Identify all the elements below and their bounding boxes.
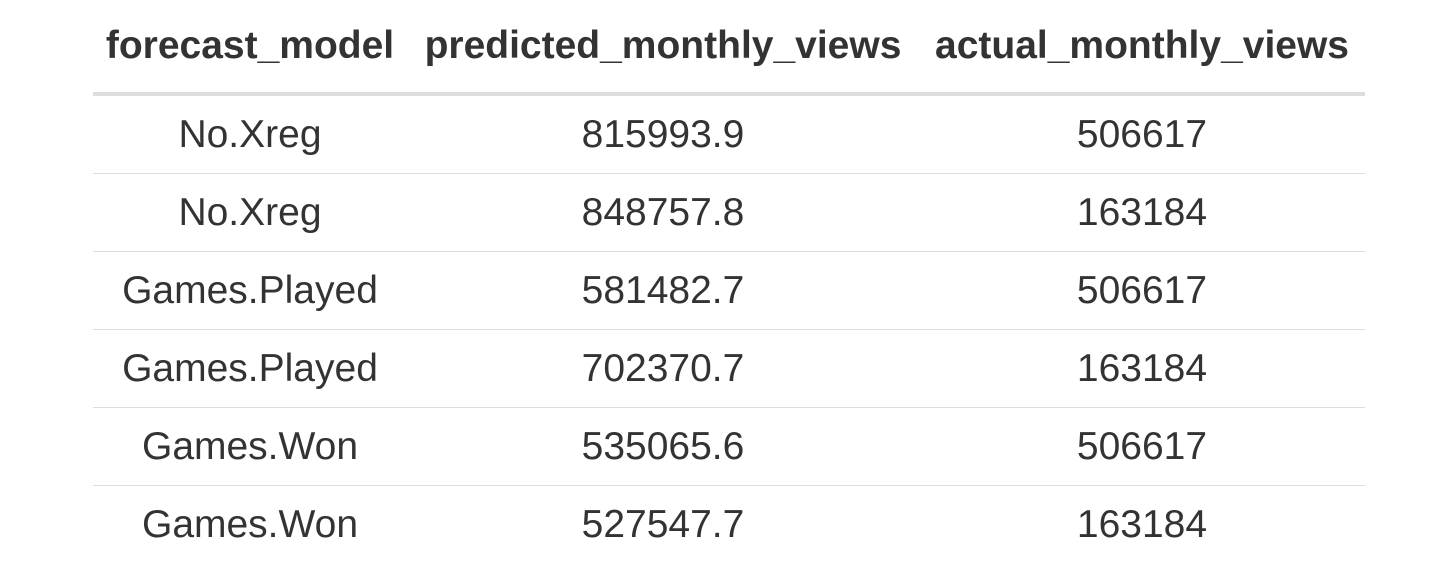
cell-predicted-monthly-views: 535065.6 (407, 408, 919, 486)
cell-predicted-monthly-views: 527547.7 (407, 486, 919, 563)
cell-actual-monthly-views: 506617 (919, 94, 1365, 174)
cell-forecast-model: No.Xreg (93, 174, 407, 252)
table-header: forecast_model predicted_monthly_views a… (93, 0, 1365, 94)
table-row: Games.Played 702370.7 163184 (93, 330, 1365, 408)
table-row: Games.Won 535065.6 506617 (93, 408, 1365, 486)
column-header-predicted-monthly-views: predicted_monthly_views (407, 0, 919, 94)
cell-actual-monthly-views: 163184 (919, 174, 1365, 252)
cell-forecast-model: Games.Played (93, 252, 407, 330)
table-body: No.Xreg 815993.9 506617 No.Xreg 848757.8… (93, 94, 1365, 563)
table-row: Games.Played 581482.7 506617 (93, 252, 1365, 330)
data-table-container: forecast_model predicted_monthly_views a… (93, 0, 1365, 563)
table-row: No.Xreg 815993.9 506617 (93, 94, 1365, 174)
cell-predicted-monthly-views: 848757.8 (407, 174, 919, 252)
cell-forecast-model: No.Xreg (93, 94, 407, 174)
table-row: No.Xreg 848757.8 163184 (93, 174, 1365, 252)
cell-predicted-monthly-views: 581482.7 (407, 252, 919, 330)
cell-forecast-model: Games.Played (93, 330, 407, 408)
cell-forecast-model: Games.Won (93, 486, 407, 563)
cell-actual-monthly-views: 163184 (919, 486, 1365, 563)
cell-actual-monthly-views: 506617 (919, 408, 1365, 486)
forecast-table: forecast_model predicted_monthly_views a… (93, 0, 1365, 563)
column-header-forecast-model: forecast_model (93, 0, 407, 94)
cell-actual-monthly-views: 506617 (919, 252, 1365, 330)
header-row: forecast_model predicted_monthly_views a… (93, 0, 1365, 94)
cell-actual-monthly-views: 163184 (919, 330, 1365, 408)
column-header-actual-monthly-views: actual_monthly_views (919, 0, 1365, 94)
cell-predicted-monthly-views: 815993.9 (407, 94, 919, 174)
cell-predicted-monthly-views: 702370.7 (407, 330, 919, 408)
cell-forecast-model: Games.Won (93, 408, 407, 486)
table-row: Games.Won 527547.7 163184 (93, 486, 1365, 563)
